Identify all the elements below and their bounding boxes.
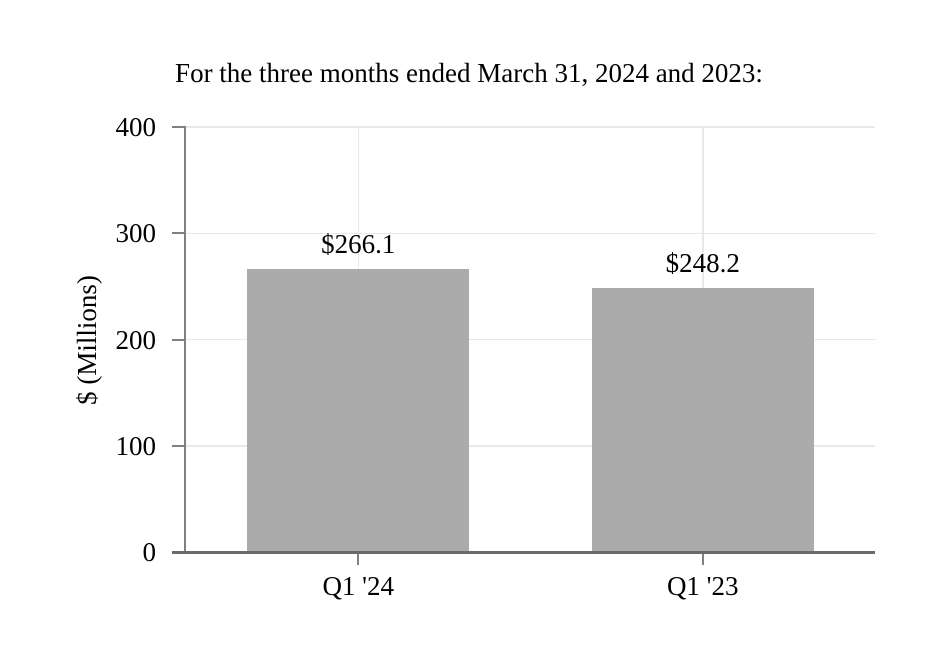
y-tick-label: 400 xyxy=(115,112,157,142)
y-tick-mark xyxy=(172,232,186,235)
y-tick-label: 300 xyxy=(115,218,157,249)
y-tick-mark xyxy=(172,126,186,128)
horizontal-gridline xyxy=(186,126,875,128)
x-axis-line xyxy=(172,551,875,554)
y-tick-mark xyxy=(172,338,186,341)
bar xyxy=(247,269,470,552)
x-tick-label: Q1 '24 xyxy=(322,571,395,601)
horizontal-gridline xyxy=(186,338,875,341)
bar xyxy=(591,288,814,552)
bar-value-label: $266.1 xyxy=(321,229,396,260)
y-tick-label: 200 xyxy=(115,324,157,355)
y-tick-label: 100 xyxy=(115,430,157,461)
horizontal-gridline xyxy=(186,445,875,447)
y-axis-line xyxy=(184,127,186,554)
x-tick-mark xyxy=(701,554,704,565)
horizontal-gridline xyxy=(186,232,875,234)
x-tick-label: Q1 '23 xyxy=(666,571,739,601)
bar-value-label: $248.2 xyxy=(665,248,740,279)
x-tick-mark xyxy=(357,554,360,565)
chart-title: For the three months ended March 31, 202… xyxy=(175,58,763,88)
y-tick-mark xyxy=(172,444,186,447)
y-tick-label: 0 xyxy=(142,537,157,567)
